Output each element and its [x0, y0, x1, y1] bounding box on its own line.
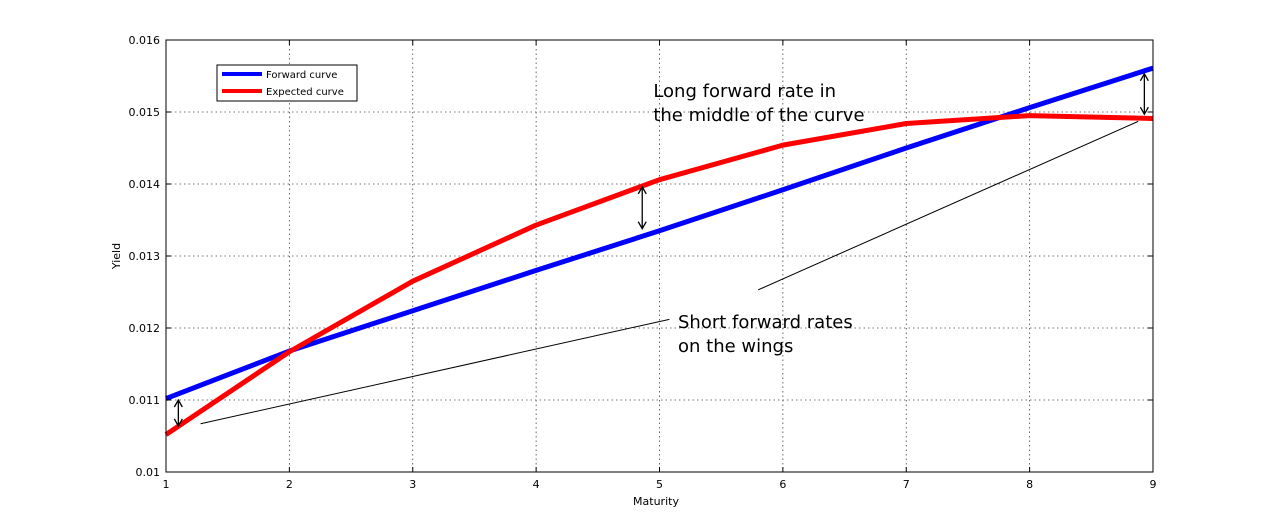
series-lines [164, 65, 1154, 437]
arrow-head [173, 398, 183, 408]
arrow-head [637, 221, 647, 230]
x-tick-label: 2 [286, 478, 293, 491]
annotation-text: Long forward rate in [653, 81, 836, 102]
legend: Forward curve Expected curve [216, 64, 358, 102]
x-tick-label: 5 [656, 478, 663, 491]
y-tick-label: 0.014 [129, 178, 161, 191]
y-tick-label: 0.013 [129, 250, 161, 263]
y-tick-label: 0.01 [136, 466, 161, 479]
y-tick-label: 0.012 [129, 322, 161, 335]
legend-box [216, 64, 358, 102]
x-tick-label: 3 [409, 478, 416, 491]
x-tick-label: 6 [779, 478, 786, 491]
series-line-expected [164, 113, 1154, 437]
x-tick-label: 4 [533, 478, 540, 491]
x-tick-label: 1 [163, 478, 170, 491]
annotation-pointer-line [200, 318, 670, 425]
y-tick-label: 0.016 [129, 34, 161, 47]
annotation-text: Short forward rates [678, 312, 853, 333]
x-tick-label: 7 [903, 478, 910, 491]
x-tick-label: 8 [1026, 478, 1033, 491]
y-tick-label: 0.011 [129, 394, 161, 407]
x-axis-label: Maturity [633, 495, 679, 508]
y-axis-label: Yield [110, 243, 123, 270]
annotation-text: on the wings [678, 336, 793, 357]
arrow-head [1139, 106, 1149, 116]
x-tick-label: 9 [1150, 478, 1157, 491]
gap-arrows [173, 72, 1149, 428]
legend-label-forward: Forward curve [266, 70, 337, 81]
arrow-head [1139, 72, 1149, 82]
arrow-head [637, 185, 647, 195]
annotations: Long forward rate in the middle of the cu… [653, 81, 864, 357]
annotation-pointer-lines [200, 120, 1139, 425]
series-line-forward [165, 65, 1154, 401]
arrow-head [173, 418, 183, 428]
y-tick-label: 0.015 [129, 106, 161, 119]
annotation-pointer-line [757, 120, 1139, 291]
annotation-text: the middle of the curve [653, 105, 864, 126]
axis-ticks: 1 2 3 4 5 6 7 8 9 0.01 0.011 0.012 0.013 0.014 0.015 0.… [129, 34, 1157, 491]
legend-label-expected: Expected curve [266, 87, 344, 98]
grid-lines [166, 40, 1153, 472]
